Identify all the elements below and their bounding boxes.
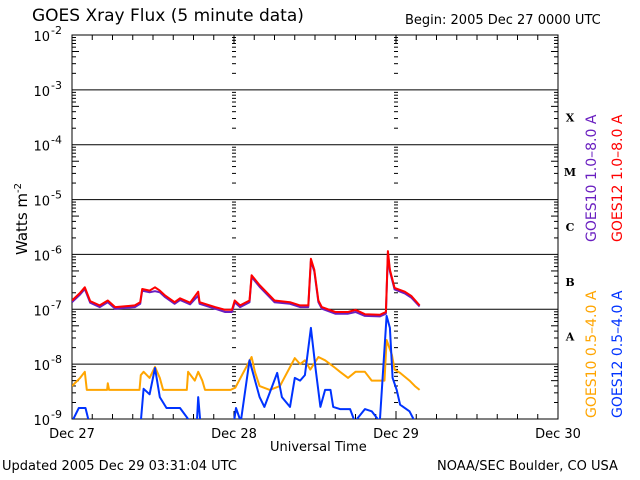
- y-tick-exponent: -6: [51, 243, 62, 256]
- y-tick-label: 10: [33, 359, 50, 374]
- y-tick-label: 10: [33, 140, 50, 155]
- x-tick-label: Dec 27: [49, 427, 95, 442]
- flare-class-label: B: [565, 276, 574, 289]
- legend-goes10-short: GOES10 0.5–4.0 A: [584, 290, 600, 418]
- y-tick-exponent: -2: [51, 24, 62, 37]
- x-tick-label: Dec 28: [211, 427, 257, 442]
- legend-goes10-long: GOES10 1.0–8.0 A: [584, 114, 600, 242]
- y-tick-label: 10: [33, 304, 50, 319]
- flare-class-label: A: [565, 331, 575, 344]
- y-tick-exponent: -9: [51, 408, 62, 421]
- flare-class-label: M: [564, 166, 576, 179]
- legend-goes12-long: GOES12 1.0–8.0 A: [610, 114, 626, 242]
- series-line-goes12-1-0-8-0-a: [72, 250, 421, 316]
- chart-title: GOES Xray Flux (5 minute data): [32, 6, 304, 26]
- legend-goes12-short: GOES12 0.5–4.0 A: [610, 290, 626, 418]
- y-tick-exponent: -3: [51, 79, 62, 92]
- series-line-goes10-0-5-4-0-a: [72, 339, 421, 391]
- series-line-goes10-1-0-8-0-a: [72, 252, 421, 318]
- flare-class-label: X: [566, 111, 575, 124]
- y-tick-exponent: -7: [51, 298, 62, 311]
- updated-timestamp: Updated 2005 Dec 29 03:31:04 UTC: [2, 459, 237, 474]
- y-tick-label: 10: [33, 249, 50, 264]
- series-line-goes12-0-5-4-0-a: [72, 314, 415, 419]
- y-tick-exponent: -4: [51, 134, 62, 147]
- y-tick-label: 10: [33, 85, 50, 100]
- y-axis-label-main: Watts m: [13, 192, 32, 256]
- y-tick-exponent: -8: [51, 353, 62, 366]
- y-tick-label: 10: [33, 195, 50, 210]
- flare-class-label: C: [566, 221, 575, 234]
- y-tick-label: 10: [33, 414, 50, 429]
- y-axis-label-exp: -2: [13, 182, 25, 193]
- x-tick-label: Dec 30: [535, 427, 581, 442]
- x-axis-label: Universal Time: [270, 440, 367, 455]
- x-tick-label: Dec 29: [373, 427, 419, 442]
- begin-time: Begin: 2005 Dec 27 0000 UTC: [405, 13, 601, 28]
- credit-text: NOAA/SEC Boulder, CO USA: [437, 459, 618, 474]
- y-tick-label: 10: [33, 30, 50, 45]
- y-axis-label: Watts m-2: [13, 183, 31, 255]
- y-tick-exponent: -5: [51, 189, 62, 202]
